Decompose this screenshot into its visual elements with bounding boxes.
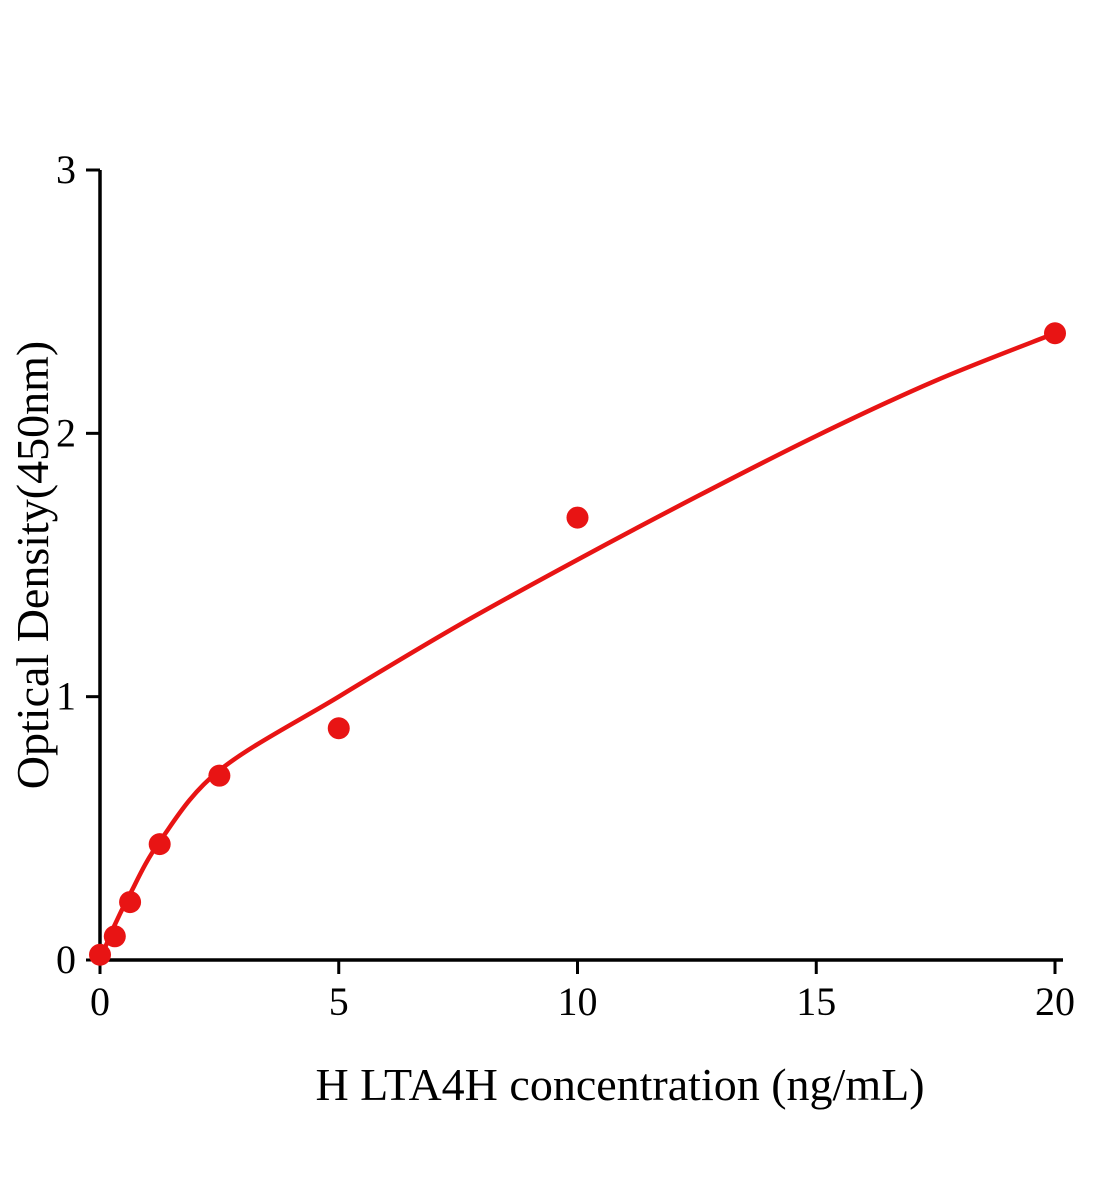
data-point	[208, 764, 231, 787]
x-tick-label: 5	[329, 979, 349, 1024]
x-tick-label: 0	[90, 979, 110, 1024]
data-point	[566, 506, 589, 529]
data-points	[89, 322, 1066, 966]
y-tick-label: 1	[56, 674, 76, 719]
standard-curve-line	[97, 331, 1058, 963]
data-point	[119, 891, 142, 914]
tick-marks	[86, 168, 1057, 974]
axes	[98, 170, 1063, 962]
y-axis-label: Optical Density(450nm)	[7, 341, 58, 789]
data-point	[148, 833, 171, 856]
data-point	[89, 943, 111, 966]
x-tick-label: 10	[558, 979, 598, 1024]
y-tick-label: 0	[56, 937, 76, 982]
fit-curve	[97, 331, 1058, 963]
data-point	[1044, 322, 1066, 345]
y-tick-label: 3	[56, 147, 76, 192]
x-tick-label: 15	[796, 979, 836, 1024]
x-tick-label: 20	[1035, 979, 1075, 1024]
y-tick-label: 2	[56, 410, 76, 455]
data-point	[103, 925, 126, 948]
data-point	[327, 717, 350, 740]
x-axis-label: H LTA4H concentration (ng/mL)	[315, 1059, 924, 1110]
tick-labels: 0 5 10 15 20 0 1 2 3	[56, 147, 1075, 1024]
